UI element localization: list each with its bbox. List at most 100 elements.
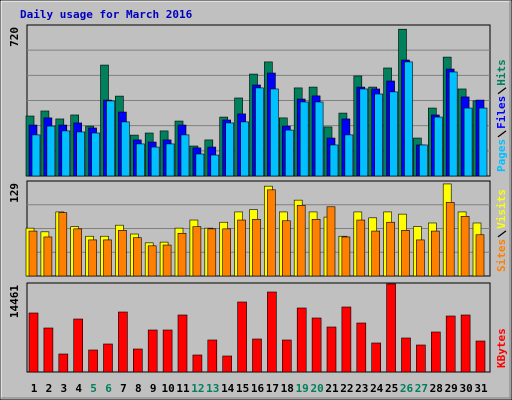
bar [192, 226, 202, 277]
bar [162, 329, 173, 373]
legend-label: Files [495, 96, 508, 129]
bar [356, 322, 367, 373]
x-tick-label: 1 [31, 382, 38, 395]
bar [329, 144, 339, 177]
x-tick-label: 2 [46, 382, 53, 395]
x-tick-label: 17 [266, 382, 279, 395]
bar [180, 134, 190, 177]
bar [207, 339, 218, 373]
bar [103, 239, 112, 277]
bar [386, 283, 396, 373]
bar [61, 130, 71, 177]
bar [299, 101, 309, 177]
x-tick-label: 22 [340, 382, 353, 395]
x-tick-label: 23 [355, 382, 368, 395]
bar [389, 91, 398, 177]
bar [133, 348, 143, 373]
bar [296, 205, 306, 277]
bar [150, 146, 160, 177]
bar [237, 219, 246, 277]
bar [416, 239, 425, 277]
bar [207, 228, 217, 277]
bar [121, 121, 130, 177]
bar [28, 230, 38, 277]
bar [371, 230, 381, 277]
bar [344, 134, 354, 177]
bar [106, 100, 115, 177]
x-tick-label: 25 [385, 382, 398, 395]
bar [252, 338, 262, 373]
bar [118, 311, 128, 373]
x-tick-label: 30 [459, 382, 472, 395]
bar [147, 245, 157, 277]
bar [478, 107, 488, 177]
y-tick-label: 14461 [8, 285, 21, 318]
bar [460, 314, 471, 373]
bar [460, 216, 470, 277]
bar [195, 153, 205, 177]
bar [401, 230, 410, 277]
bar [73, 228, 82, 277]
bar [445, 315, 456, 373]
bar [177, 314, 188, 373]
x-tick-label: 15 [236, 382, 249, 395]
bar [326, 326, 337, 373]
bar [91, 132, 100, 177]
x-tick-label: 13 [206, 382, 219, 395]
x-tick-label: 28 [430, 382, 443, 395]
bar [88, 349, 98, 373]
bar [386, 221, 395, 277]
x-tick-label: 29 [445, 382, 458, 395]
bar [58, 353, 69, 373]
bar [419, 144, 428, 177]
legend-label: KBytes [495, 328, 508, 368]
bar [448, 71, 458, 177]
bar [118, 230, 127, 277]
x-tick-label: 24 [370, 382, 384, 395]
x-tick-label: 16 [251, 382, 265, 395]
x-tick-label: 3 [60, 382, 67, 395]
bar [28, 312, 39, 373]
x-tick-label: 20 [310, 382, 323, 395]
bar [43, 236, 53, 277]
x-tick-label: 6 [105, 382, 112, 395]
legend-label: Visits [495, 189, 508, 229]
legend-label: Pages [495, 139, 508, 172]
bar [326, 206, 336, 277]
bar [356, 219, 366, 277]
x-tick-label: 26 [400, 382, 414, 395]
legend-separator [497, 87, 507, 95]
x-tick-label: 31 [474, 382, 488, 395]
bar [371, 342, 382, 373]
bar [433, 116, 443, 177]
y-tick-label: 720 [8, 27, 21, 47]
x-tick-label: 7 [120, 382, 127, 395]
x-tick-label: 27 [415, 382, 428, 395]
x-tick-label: 4 [75, 382, 82, 395]
bar [267, 189, 276, 277]
bar [281, 220, 291, 277]
bar [252, 218, 261, 277]
bar [281, 339, 292, 373]
bar [475, 234, 485, 277]
bar [341, 236, 351, 277]
bar [31, 134, 41, 177]
bar [76, 131, 85, 177]
bar [475, 340, 486, 373]
bar [404, 61, 413, 177]
x-tick-label: 8 [135, 382, 142, 395]
bar [341, 306, 352, 373]
bar [255, 87, 264, 177]
bar [311, 317, 322, 373]
bar [270, 88, 279, 177]
bar [58, 212, 68, 277]
chart-title: Daily usage for March 2016 [20, 8, 193, 21]
bar [296, 307, 307, 373]
bar [416, 344, 426, 373]
bar [222, 355, 232, 373]
bar [237, 301, 247, 373]
bar [177, 232, 187, 277]
bar [136, 143, 145, 177]
bar [430, 331, 441, 373]
